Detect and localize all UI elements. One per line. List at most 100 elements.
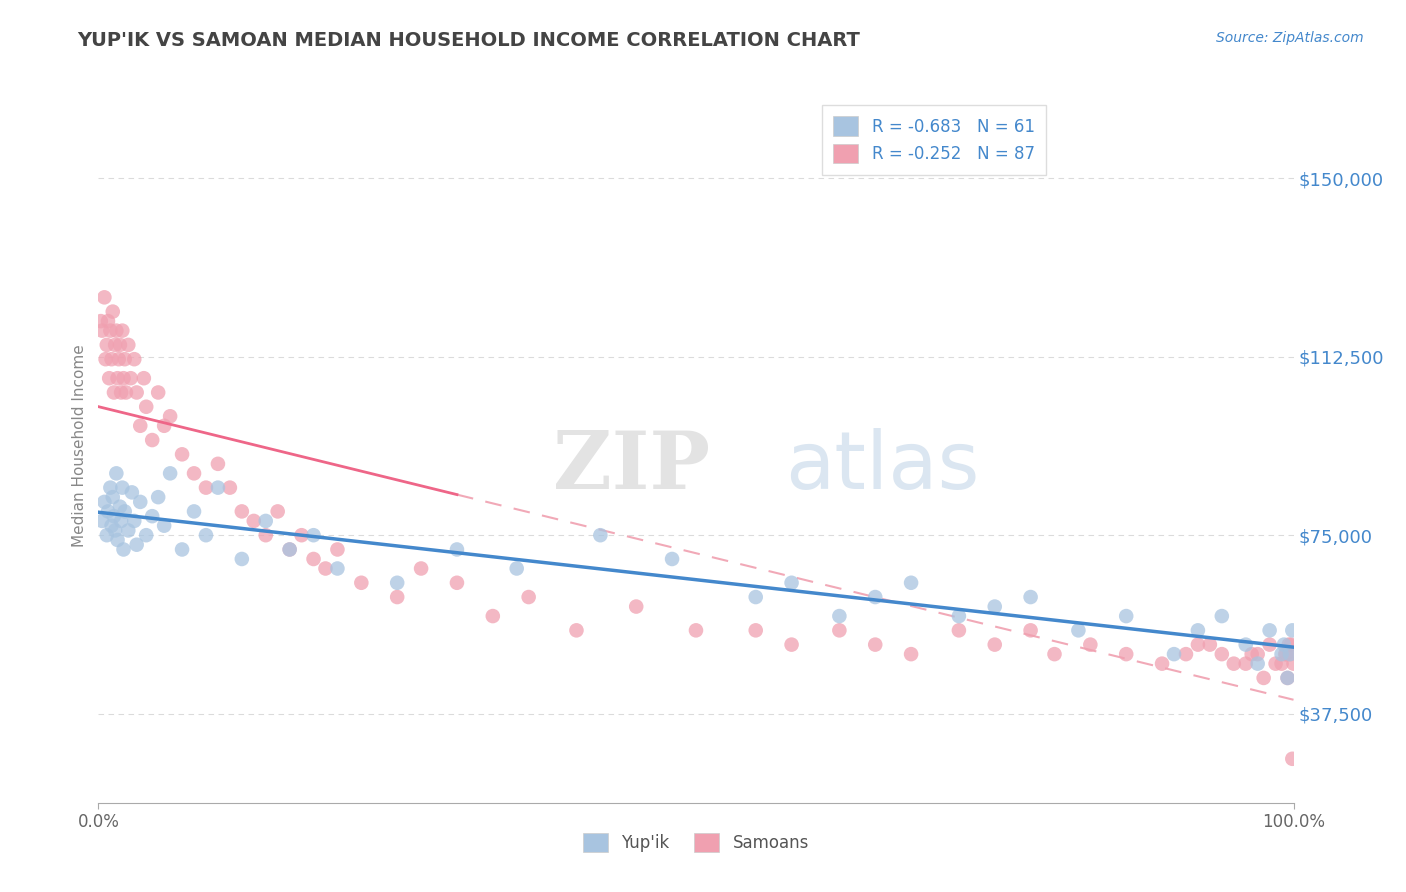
Point xyxy=(1163,647,1185,661)
Point xyxy=(1223,657,1246,671)
Point xyxy=(1080,638,1102,652)
Point xyxy=(121,485,143,500)
Point xyxy=(482,609,505,624)
Point xyxy=(326,542,349,557)
Point xyxy=(1275,647,1298,661)
Point xyxy=(865,590,887,604)
Point xyxy=(1043,647,1066,661)
Point xyxy=(90,314,112,328)
Point xyxy=(1247,647,1270,661)
Legend: Yup'ik, Samoans: Yup'ik, Samoans xyxy=(576,826,815,859)
Point xyxy=(1199,638,1222,652)
Point xyxy=(107,352,129,367)
Point xyxy=(125,385,148,400)
Point xyxy=(103,509,125,524)
Point xyxy=(302,552,325,566)
Point xyxy=(1258,638,1281,652)
Point xyxy=(1234,638,1257,652)
Point xyxy=(111,481,134,495)
Point xyxy=(685,624,707,638)
Point xyxy=(153,418,176,433)
Point xyxy=(107,533,129,547)
Point xyxy=(100,518,122,533)
Point xyxy=(124,514,146,528)
Point xyxy=(1240,647,1263,661)
Point xyxy=(1211,609,1233,624)
Point xyxy=(96,528,118,542)
Point xyxy=(1278,647,1301,661)
Point xyxy=(1281,752,1303,766)
Point xyxy=(828,624,851,638)
Point xyxy=(1278,638,1301,652)
Point xyxy=(446,542,468,557)
Point xyxy=(350,575,373,590)
Text: ZIP: ZIP xyxy=(553,428,710,507)
Point xyxy=(91,514,114,528)
Point xyxy=(865,638,887,652)
Point xyxy=(207,457,229,471)
Point xyxy=(207,481,229,495)
Point xyxy=(315,561,337,575)
Point xyxy=(984,599,1007,614)
Point xyxy=(111,324,134,338)
Point xyxy=(1277,671,1299,685)
Point xyxy=(1272,638,1295,652)
Point xyxy=(97,504,120,518)
Point xyxy=(385,575,409,590)
Point xyxy=(267,504,290,518)
Point xyxy=(1187,624,1209,638)
Point xyxy=(103,385,125,400)
Point xyxy=(120,371,142,385)
Point xyxy=(278,542,301,557)
Point xyxy=(132,371,155,385)
Point xyxy=(1274,647,1296,661)
Point xyxy=(254,528,277,542)
Point xyxy=(1258,624,1281,638)
Point xyxy=(117,338,139,352)
Point xyxy=(984,638,1007,652)
Point xyxy=(153,518,176,533)
Point xyxy=(231,552,253,566)
Point xyxy=(626,599,648,614)
Point xyxy=(104,338,127,352)
Point xyxy=(1115,647,1137,661)
Point xyxy=(1067,624,1090,638)
Point xyxy=(110,385,132,400)
Text: YUP'IK VS SAMOAN MEDIAN HOUSEHOLD INCOME CORRELATION CHART: YUP'IK VS SAMOAN MEDIAN HOUSEHOLD INCOME… xyxy=(77,31,860,50)
Point xyxy=(159,467,181,481)
Point xyxy=(114,504,136,518)
Point xyxy=(517,590,540,604)
Point xyxy=(172,447,194,461)
Point xyxy=(1152,657,1174,671)
Point xyxy=(1282,657,1305,671)
Point xyxy=(1264,657,1286,671)
Point xyxy=(243,514,266,528)
Point xyxy=(148,385,170,400)
Point xyxy=(112,371,135,385)
Point xyxy=(589,528,612,542)
Point xyxy=(900,647,922,661)
Point xyxy=(98,324,122,338)
Point xyxy=(326,561,349,575)
Point xyxy=(828,609,851,624)
Point xyxy=(100,352,122,367)
Point xyxy=(141,433,163,447)
Point xyxy=(115,385,138,400)
Point xyxy=(104,524,127,538)
Point xyxy=(93,290,115,304)
Point xyxy=(195,481,218,495)
Point xyxy=(446,575,468,590)
Point xyxy=(112,542,135,557)
Point xyxy=(135,528,157,542)
Point xyxy=(159,409,181,424)
Point xyxy=(117,524,139,538)
Point xyxy=(125,538,148,552)
Point xyxy=(291,528,314,542)
Point xyxy=(148,490,170,504)
Point xyxy=(254,514,277,528)
Point xyxy=(97,314,120,328)
Point xyxy=(1234,657,1257,671)
Point xyxy=(195,528,218,542)
Point xyxy=(948,609,970,624)
Point xyxy=(101,490,124,504)
